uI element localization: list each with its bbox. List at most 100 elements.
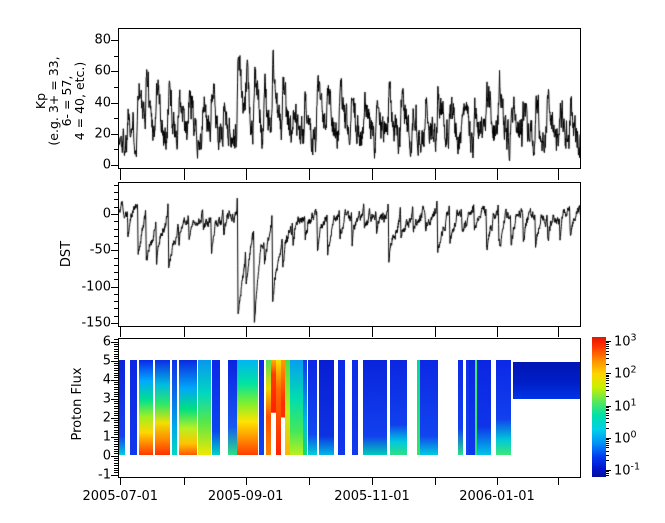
y-minor-tick <box>114 472 118 474</box>
y-major-tick <box>111 71 118 73</box>
x-tick <box>245 169 247 180</box>
y-minor-tick <box>114 384 118 386</box>
colorbar-minor-tick <box>606 408 609 410</box>
x-tick <box>184 327 186 337</box>
spectrogram-band <box>308 360 317 455</box>
y-minor-tick <box>114 434 118 436</box>
y-minor-tick <box>114 264 118 266</box>
x-tick <box>308 327 310 337</box>
y-tick-label: -150 <box>81 315 111 331</box>
spectrogram-band <box>198 360 211 455</box>
y-major-tick <box>111 165 118 166</box>
colorbar-minor-tick <box>606 357 609 359</box>
y-tick-label: 3 <box>102 391 111 407</box>
colorbar-minor-tick <box>606 439 609 441</box>
y-tick-label: -100 <box>81 279 111 295</box>
y-minor-tick <box>114 446 118 448</box>
y-minor-tick <box>114 243 118 245</box>
y-minor-tick <box>114 403 118 405</box>
kp-series-canvas <box>119 29 580 168</box>
y-tick-label: 1 <box>102 429 111 445</box>
y-tick-label: 6 <box>102 334 111 350</box>
y-minor-tick <box>114 427 118 429</box>
x-tick-label-nov: 2005-11-01 <box>334 489 410 504</box>
colorbar-major-tick <box>606 405 611 407</box>
y-major-tick <box>111 417 118 419</box>
y-minor-tick <box>114 424 118 426</box>
x-tick <box>372 327 373 337</box>
colorbar-minor-tick <box>606 395 609 397</box>
colorbar-tick-label: 100 <box>614 429 637 447</box>
y-tick-label: 0 <box>102 157 111 173</box>
y-minor-tick <box>114 441 118 443</box>
x-tick <box>308 169 310 180</box>
spectrogram-band <box>475 360 477 455</box>
y-minor-tick <box>114 401 118 403</box>
colorbar-minor-tick <box>606 376 609 378</box>
proton-flux-panel <box>118 338 581 478</box>
colorbar-minor-tick <box>606 447 609 449</box>
x-tick <box>184 169 186 180</box>
colorbar-minor-tick <box>606 353 609 355</box>
x-tick <box>558 169 560 180</box>
y-major-tick <box>111 341 118 343</box>
y-major-tick <box>111 455 118 457</box>
y-tick-label: 4 <box>102 372 111 388</box>
y-minor-tick <box>114 363 118 365</box>
y-minor-tick <box>114 372 118 374</box>
colorbar-minor-tick <box>606 378 609 380</box>
spectrogram-band <box>259 360 264 455</box>
y-major-tick <box>111 398 118 400</box>
y-minor-tick <box>114 348 118 350</box>
spectrogram-band <box>513 362 580 399</box>
spectrogram-band <box>172 360 177 455</box>
y-major-tick <box>111 250 118 252</box>
y-minor-tick <box>114 439 118 441</box>
y-minor-tick <box>114 386 118 388</box>
spectrogram-band <box>303 360 307 455</box>
y-minor-tick <box>114 410 118 412</box>
x-tick <box>497 327 498 337</box>
y-minor-tick <box>114 184 118 186</box>
y-major-tick <box>111 133 118 135</box>
x-tick <box>434 169 436 180</box>
dst-series-canvas <box>119 183 580 326</box>
spectrogram-band <box>390 360 407 455</box>
y-tick-label: -50 <box>89 242 111 258</box>
colorbar-minor-tick <box>606 415 609 417</box>
x-tick <box>558 327 560 337</box>
spectrogram-band <box>466 360 469 455</box>
colorbar-minor-tick <box>606 444 609 446</box>
x-tick-label-sep: 2005-09-01 <box>207 489 284 504</box>
x-tick <box>372 169 373 180</box>
spectrogram-band <box>276 360 281 455</box>
spectrogram-band <box>155 360 170 455</box>
y-tick-label: 20 <box>94 126 111 142</box>
y-tick-label: -1 <box>98 467 111 483</box>
y-minor-tick <box>114 374 118 376</box>
y-minor-tick <box>114 389 118 391</box>
colorbar-minor-tick <box>606 350 609 352</box>
y-tick-label: 0 <box>102 206 111 222</box>
y-minor-tick <box>114 467 118 469</box>
spectrogram-band <box>477 360 491 455</box>
colorbar-minor-tick <box>606 363 609 365</box>
y-minor-tick <box>114 346 118 348</box>
colorbar-minor-tick <box>606 460 609 462</box>
y-tick-label: 5 <box>102 353 111 369</box>
y-minor-tick <box>114 192 118 194</box>
colorbar-minor-tick <box>606 428 609 430</box>
colorbar-minor-tick <box>606 382 609 384</box>
y-minor-tick <box>114 228 118 230</box>
spectrogram-band <box>290 360 303 455</box>
colorbar-minor-tick <box>606 412 609 414</box>
spectrogram-band <box>319 360 334 455</box>
y-minor-tick <box>114 431 118 433</box>
spectrogram-band <box>363 360 387 455</box>
y-minor-tick <box>114 351 118 353</box>
spectrogram-band <box>338 360 345 455</box>
y-major-tick <box>111 379 118 381</box>
colorbar-minor-tick <box>606 442 609 444</box>
y-minor-tick <box>114 353 118 355</box>
y-minor-tick <box>114 149 118 151</box>
